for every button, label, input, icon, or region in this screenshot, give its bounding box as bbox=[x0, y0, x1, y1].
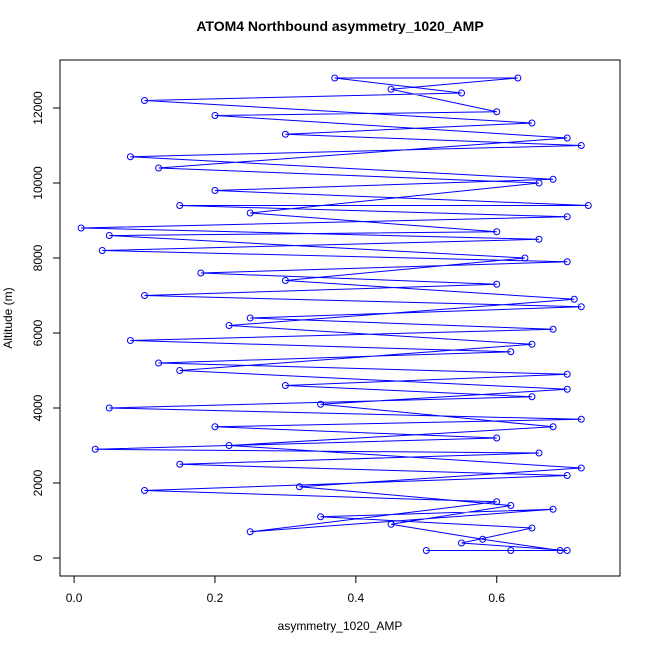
data-point bbox=[331, 74, 339, 82]
data-point bbox=[141, 97, 149, 104]
data-point bbox=[584, 202, 592, 209]
data-point bbox=[317, 513, 325, 521]
y-tick-label: 6000 bbox=[31, 319, 45, 346]
data-point bbox=[126, 153, 134, 161]
data-point bbox=[563, 134, 571, 142]
data-point bbox=[493, 280, 501, 288]
data-point bbox=[77, 224, 85, 232]
data-point bbox=[317, 400, 325, 408]
data-point bbox=[387, 85, 395, 93]
data-point bbox=[577, 415, 585, 423]
data-point bbox=[211, 187, 219, 194]
data-line bbox=[81, 77, 589, 551]
data-point bbox=[281, 382, 289, 389]
data-point bbox=[211, 423, 219, 431]
plot-box bbox=[59, 59, 621, 577]
data-point bbox=[507, 547, 515, 554]
data-point bbox=[563, 370, 571, 378]
data-point bbox=[281, 277, 289, 284]
data-point bbox=[507, 502, 515, 509]
data-point bbox=[225, 322, 233, 329]
data-point bbox=[514, 74, 522, 82]
data-point bbox=[535, 449, 543, 457]
data-point bbox=[493, 108, 501, 116]
data-point bbox=[126, 337, 134, 344]
data-point bbox=[458, 89, 466, 97]
data-point bbox=[246, 314, 254, 322]
data-point bbox=[458, 539, 466, 547]
data-point bbox=[141, 487, 149, 494]
data-point bbox=[535, 179, 543, 187]
data-point bbox=[295, 483, 303, 491]
data-point bbox=[528, 524, 536, 532]
data-point bbox=[422, 547, 430, 554]
y-tick-label: 0 bbox=[31, 554, 45, 561]
data-point bbox=[493, 228, 501, 236]
data-point bbox=[577, 303, 585, 311]
data-point bbox=[98, 247, 106, 254]
data-point bbox=[521, 254, 529, 262]
data-point bbox=[563, 258, 571, 266]
y-axis-label: Altitude (m) bbox=[1, 287, 15, 348]
data-point bbox=[493, 434, 501, 442]
y-tick-label: 8000 bbox=[31, 244, 45, 271]
data-point bbox=[155, 164, 163, 172]
data-point bbox=[549, 505, 557, 513]
data-point bbox=[105, 232, 113, 239]
data-point bbox=[246, 209, 254, 217]
x-tick-label: 0.6 bbox=[488, 591, 505, 605]
data-point bbox=[528, 393, 536, 401]
data-point bbox=[570, 295, 578, 303]
x-axis-label: asymmetry_1020_AMP bbox=[278, 619, 403, 633]
data-point bbox=[563, 547, 571, 554]
data-point bbox=[176, 202, 184, 209]
data-point bbox=[141, 292, 149, 299]
data-point bbox=[507, 348, 515, 356]
data-point bbox=[176, 460, 184, 468]
data-point bbox=[479, 535, 487, 543]
data-point bbox=[246, 528, 254, 536]
data-point bbox=[535, 235, 543, 243]
data-point bbox=[225, 442, 233, 449]
chart-title: ATOM4 Northbound asymmetry_1020_AMP bbox=[196, 18, 483, 34]
data-point bbox=[563, 472, 571, 479]
data-point bbox=[563, 385, 571, 393]
data-point bbox=[549, 423, 557, 431]
data-point bbox=[176, 367, 184, 374]
data-point bbox=[577, 142, 585, 149]
data-point bbox=[493, 498, 501, 506]
y-tick-label: 10000 bbox=[31, 166, 45, 200]
data-point bbox=[91, 445, 99, 453]
data-point bbox=[549, 175, 557, 183]
y-tick-label: 2000 bbox=[31, 469, 45, 496]
data-point bbox=[155, 359, 163, 367]
data-point bbox=[387, 520, 395, 528]
data-point bbox=[528, 340, 536, 348]
data-point bbox=[549, 325, 557, 333]
data-point bbox=[528, 119, 536, 127]
x-tick-label: 0.0 bbox=[66, 591, 83, 605]
data-point bbox=[556, 547, 564, 554]
data-point bbox=[577, 464, 585, 472]
y-tick-label: 12000 bbox=[31, 91, 45, 125]
data-point bbox=[211, 112, 219, 119]
data-point bbox=[563, 213, 571, 221]
x-tick-label: 0.2 bbox=[207, 591, 224, 605]
y-tick-label: 4000 bbox=[31, 394, 45, 421]
data-point bbox=[105, 404, 113, 412]
x-tick-label: 0.4 bbox=[348, 591, 365, 605]
data-point bbox=[197, 269, 205, 277]
data-point bbox=[281, 130, 289, 138]
